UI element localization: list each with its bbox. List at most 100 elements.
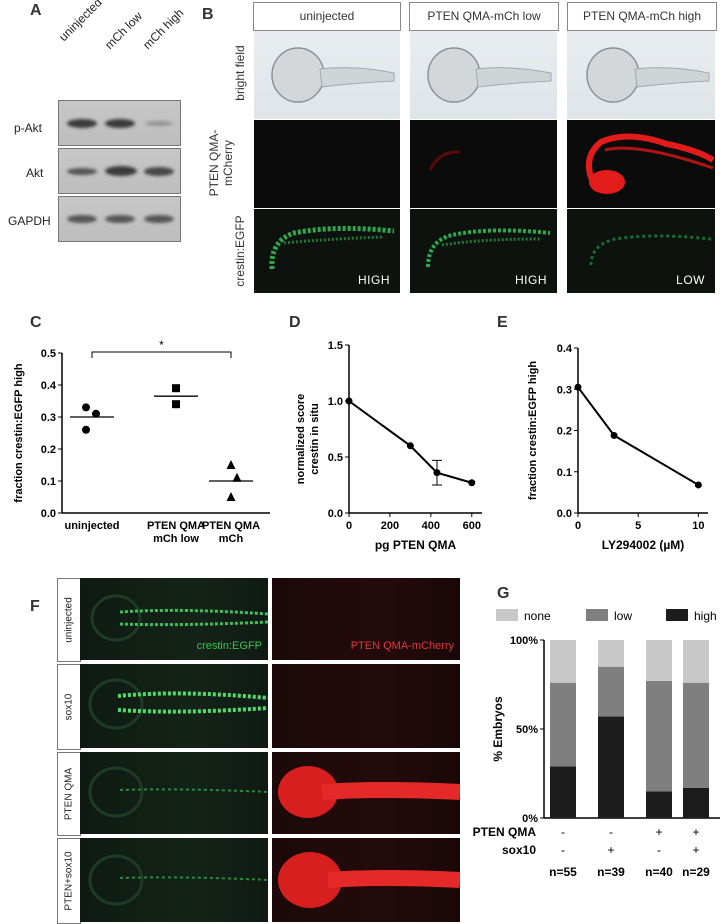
y-tick-label: 0.4	[557, 343, 573, 355]
embryo-row-label: bright field	[233, 45, 247, 101]
y-tick-label: 1.0	[328, 396, 343, 408]
bar-segment-low	[683, 682, 709, 788]
panel-b-letter: B	[202, 6, 214, 23]
embryo-col-header: PTEN QMA-mCh low	[409, 2, 559, 31]
sox10-sign: +	[607, 843, 614, 857]
panel-d-letter: D	[289, 314, 301, 331]
expression-level-label: HIGH	[515, 273, 547, 287]
blot-row-label: GAPDH	[8, 214, 51, 228]
pten-sign: -	[609, 825, 613, 839]
legend-label: high	[694, 609, 717, 623]
x-tick-label: 0	[575, 520, 581, 532]
y-tick-label: 1.5	[328, 340, 343, 352]
y-axis-label: fraction crestin:EGFP high	[13, 363, 25, 502]
mcherry-image	[410, 120, 557, 208]
sox10-sign: +	[692, 843, 699, 857]
y-tick-label: 0.0	[41, 508, 56, 520]
y-axis-label: fraction crestin:EGFP high	[527, 361, 539, 500]
x-tick-label: 5	[635, 520, 641, 532]
series-line	[577, 386, 699, 486]
x-tick-label: PTEN QMA	[147, 520, 205, 532]
blot-strip-akt	[58, 148, 181, 194]
x-tick-label: 0	[346, 520, 352, 532]
blot-strip-pakt	[58, 100, 181, 146]
chart-e: 0.0 0.1 0.2 0.3 0.4 0 5 10 LY294002 (µM) fraction…	[527, 343, 708, 552]
bar-segment-high	[646, 791, 672, 818]
fluor-row-label: PTEN+sox10	[57, 838, 81, 924]
bar-segment-none	[598, 640, 624, 667]
panel-c-letter: C	[30, 314, 42, 331]
brightfield-image	[567, 31, 715, 119]
x-tick-label: mCh	[219, 533, 244, 545]
sample-size: n=29	[682, 865, 710, 879]
expression-level-label: HIGH	[358, 273, 390, 287]
data-point	[610, 431, 618, 439]
pten-sign: +	[692, 825, 699, 839]
egfp-dorsal-image: crestin:EGFP	[80, 578, 268, 660]
expression-level-label: LOW	[676, 273, 705, 287]
x-tick-label: mCh low	[153, 533, 199, 545]
legend-swatch	[496, 609, 518, 621]
mcherry-image	[254, 120, 400, 208]
x-tick-label: PTEN QMA	[202, 520, 260, 532]
embryo-col-header: PTEN QMA-mCh high	[567, 2, 717, 31]
pten-sign: +	[655, 825, 662, 839]
bar-segment-none	[683, 640, 709, 683]
data-point	[172, 384, 180, 393]
y-tick-label: 0.5	[328, 452, 343, 464]
y-tick-label: 0%	[522, 813, 538, 825]
brightfield-image	[410, 31, 557, 119]
fluor-row-label: PTEN QMA	[57, 752, 81, 836]
blot-col-label: mCh low	[102, 9, 146, 53]
x-tick-label: 600	[463, 520, 481, 532]
bar-segment-high	[550, 766, 576, 818]
sample-size: n=39	[597, 865, 625, 879]
pten-sign: -	[561, 825, 565, 839]
mcherry-dorsal-image	[272, 752, 460, 834]
data-point	[468, 479, 476, 487]
y-axis-label: normalized score	[295, 394, 307, 484]
mcherry-image	[567, 120, 715, 208]
y-tick-label: 0.0	[557, 508, 572, 520]
egfp-dorsal-image	[80, 664, 268, 748]
x-tick-label: 400	[422, 520, 440, 532]
data-point	[172, 400, 180, 409]
sox10-sign: -	[561, 843, 565, 857]
egfp-dorsal-image	[80, 838, 268, 922]
y-tick-label: 0.3	[41, 412, 56, 424]
x-tick-label: 10	[692, 520, 704, 532]
mcherry-dorsal-image: PTEN QMA-mCherry	[272, 578, 460, 660]
fluor-row-label: uninjected	[57, 578, 81, 662]
y-axis-label: crestin in situ	[309, 403, 321, 475]
blot-row-label: Akt	[26, 166, 44, 180]
blot-row-label: p-Akt	[14, 121, 43, 135]
blot-col-label: mCh high	[140, 5, 187, 52]
egfp-image: HIGH	[410, 209, 557, 293]
bar-segment-low	[598, 666, 624, 717]
legend-label: low	[614, 609, 632, 623]
y-tick-label: 0.4	[41, 380, 57, 392]
data-point	[694, 481, 702, 489]
chart-d: 0.0 0.5 1.0 1.5 0 200 400 600 pg PTEN QMA normali…	[295, 340, 482, 552]
y-tick-label: 0.0	[328, 508, 343, 520]
x-axis-label: pg PTEN QMA	[375, 538, 457, 552]
brightfield-image	[254, 31, 400, 119]
y-tick-label: 0.3	[557, 384, 572, 396]
data-point	[82, 425, 90, 434]
significance-bracket	[91, 351, 232, 358]
data-point	[433, 469, 441, 477]
data-point	[574, 383, 582, 391]
blot-col-label: uninjected	[56, 0, 105, 45]
channel-label-red: PTEN QMA-mCherry	[350, 640, 454, 652]
data-point	[82, 403, 90, 412]
mcherry-dorsal-image	[272, 664, 460, 748]
significance-label: *	[159, 338, 164, 352]
y-tick-label: 0.2	[41, 444, 56, 456]
egfp-dorsal-image	[80, 752, 268, 834]
chart-c: 0.0 0.1 0.2 0.3 0.4 0.5 fraction crestin:EGFP …	[13, 338, 270, 545]
data-point	[232, 472, 242, 482]
bar-segment-none	[646, 640, 672, 681]
egfp-image: HIGH	[254, 209, 400, 293]
y-axis-label: % Embryos	[491, 696, 505, 762]
row-label: PTEN QMA	[473, 825, 537, 839]
